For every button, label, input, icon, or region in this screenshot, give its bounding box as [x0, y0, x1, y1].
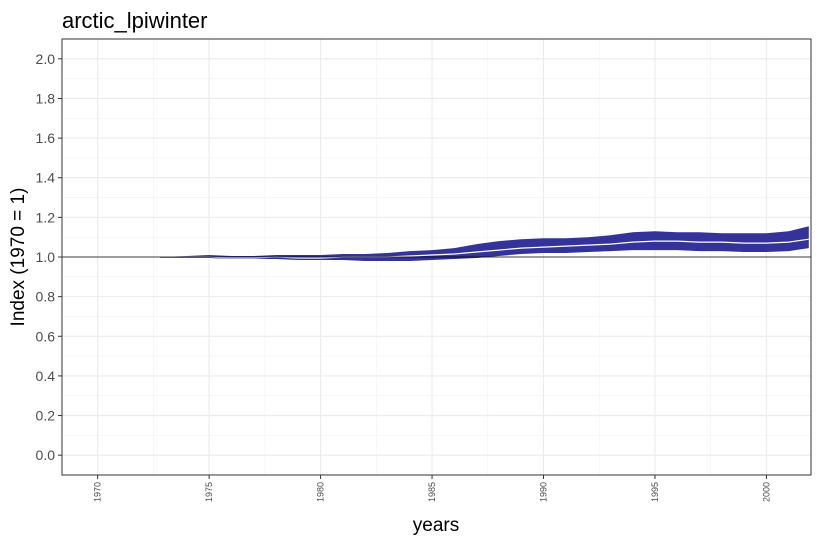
- y-tick-label: 0.6: [36, 328, 56, 344]
- y-tick-label: 1.8: [36, 90, 56, 106]
- y-tick-label: 1.2: [36, 209, 56, 225]
- x-axis-ticks: 1970 1975 1980 1985 1990 1995 2000: [93, 475, 771, 502]
- x-tick-label: 1995: [650, 482, 660, 502]
- x-tick-label: 1985: [427, 482, 437, 502]
- y-tick-label: 1.4: [36, 170, 56, 186]
- y-tick-label: 0.8: [36, 289, 56, 305]
- y-tick-label: 0.2: [36, 408, 56, 424]
- y-tick-label: 2.0: [36, 51, 56, 67]
- x-tick-label: 1980: [316, 482, 326, 502]
- x-tick-label: 1975: [204, 482, 214, 502]
- chart-title: arctic_lpiwinter: [62, 8, 208, 33]
- y-tick-label: 0.4: [36, 368, 56, 384]
- y-tick-label: 1.0: [36, 249, 56, 265]
- data-layer: [160, 226, 809, 261]
- x-tick-label: 1990: [539, 482, 549, 502]
- x-axis-title: years: [413, 515, 459, 536]
- x-tick-label: 2000: [761, 482, 771, 502]
- confidence-band: [160, 226, 809, 261]
- y-axis-title: Index (1970 = 1): [8, 188, 29, 327]
- y-tick-label: 0.0: [36, 447, 56, 463]
- x-tick-label: 1970: [93, 482, 103, 502]
- y-axis-ticks: 0.0 0.2 0.4 0.6 0.8 1.0 1.2 1.4 1.6 1.8 2.0: [36, 51, 62, 463]
- y-tick-label: 1.6: [36, 130, 56, 146]
